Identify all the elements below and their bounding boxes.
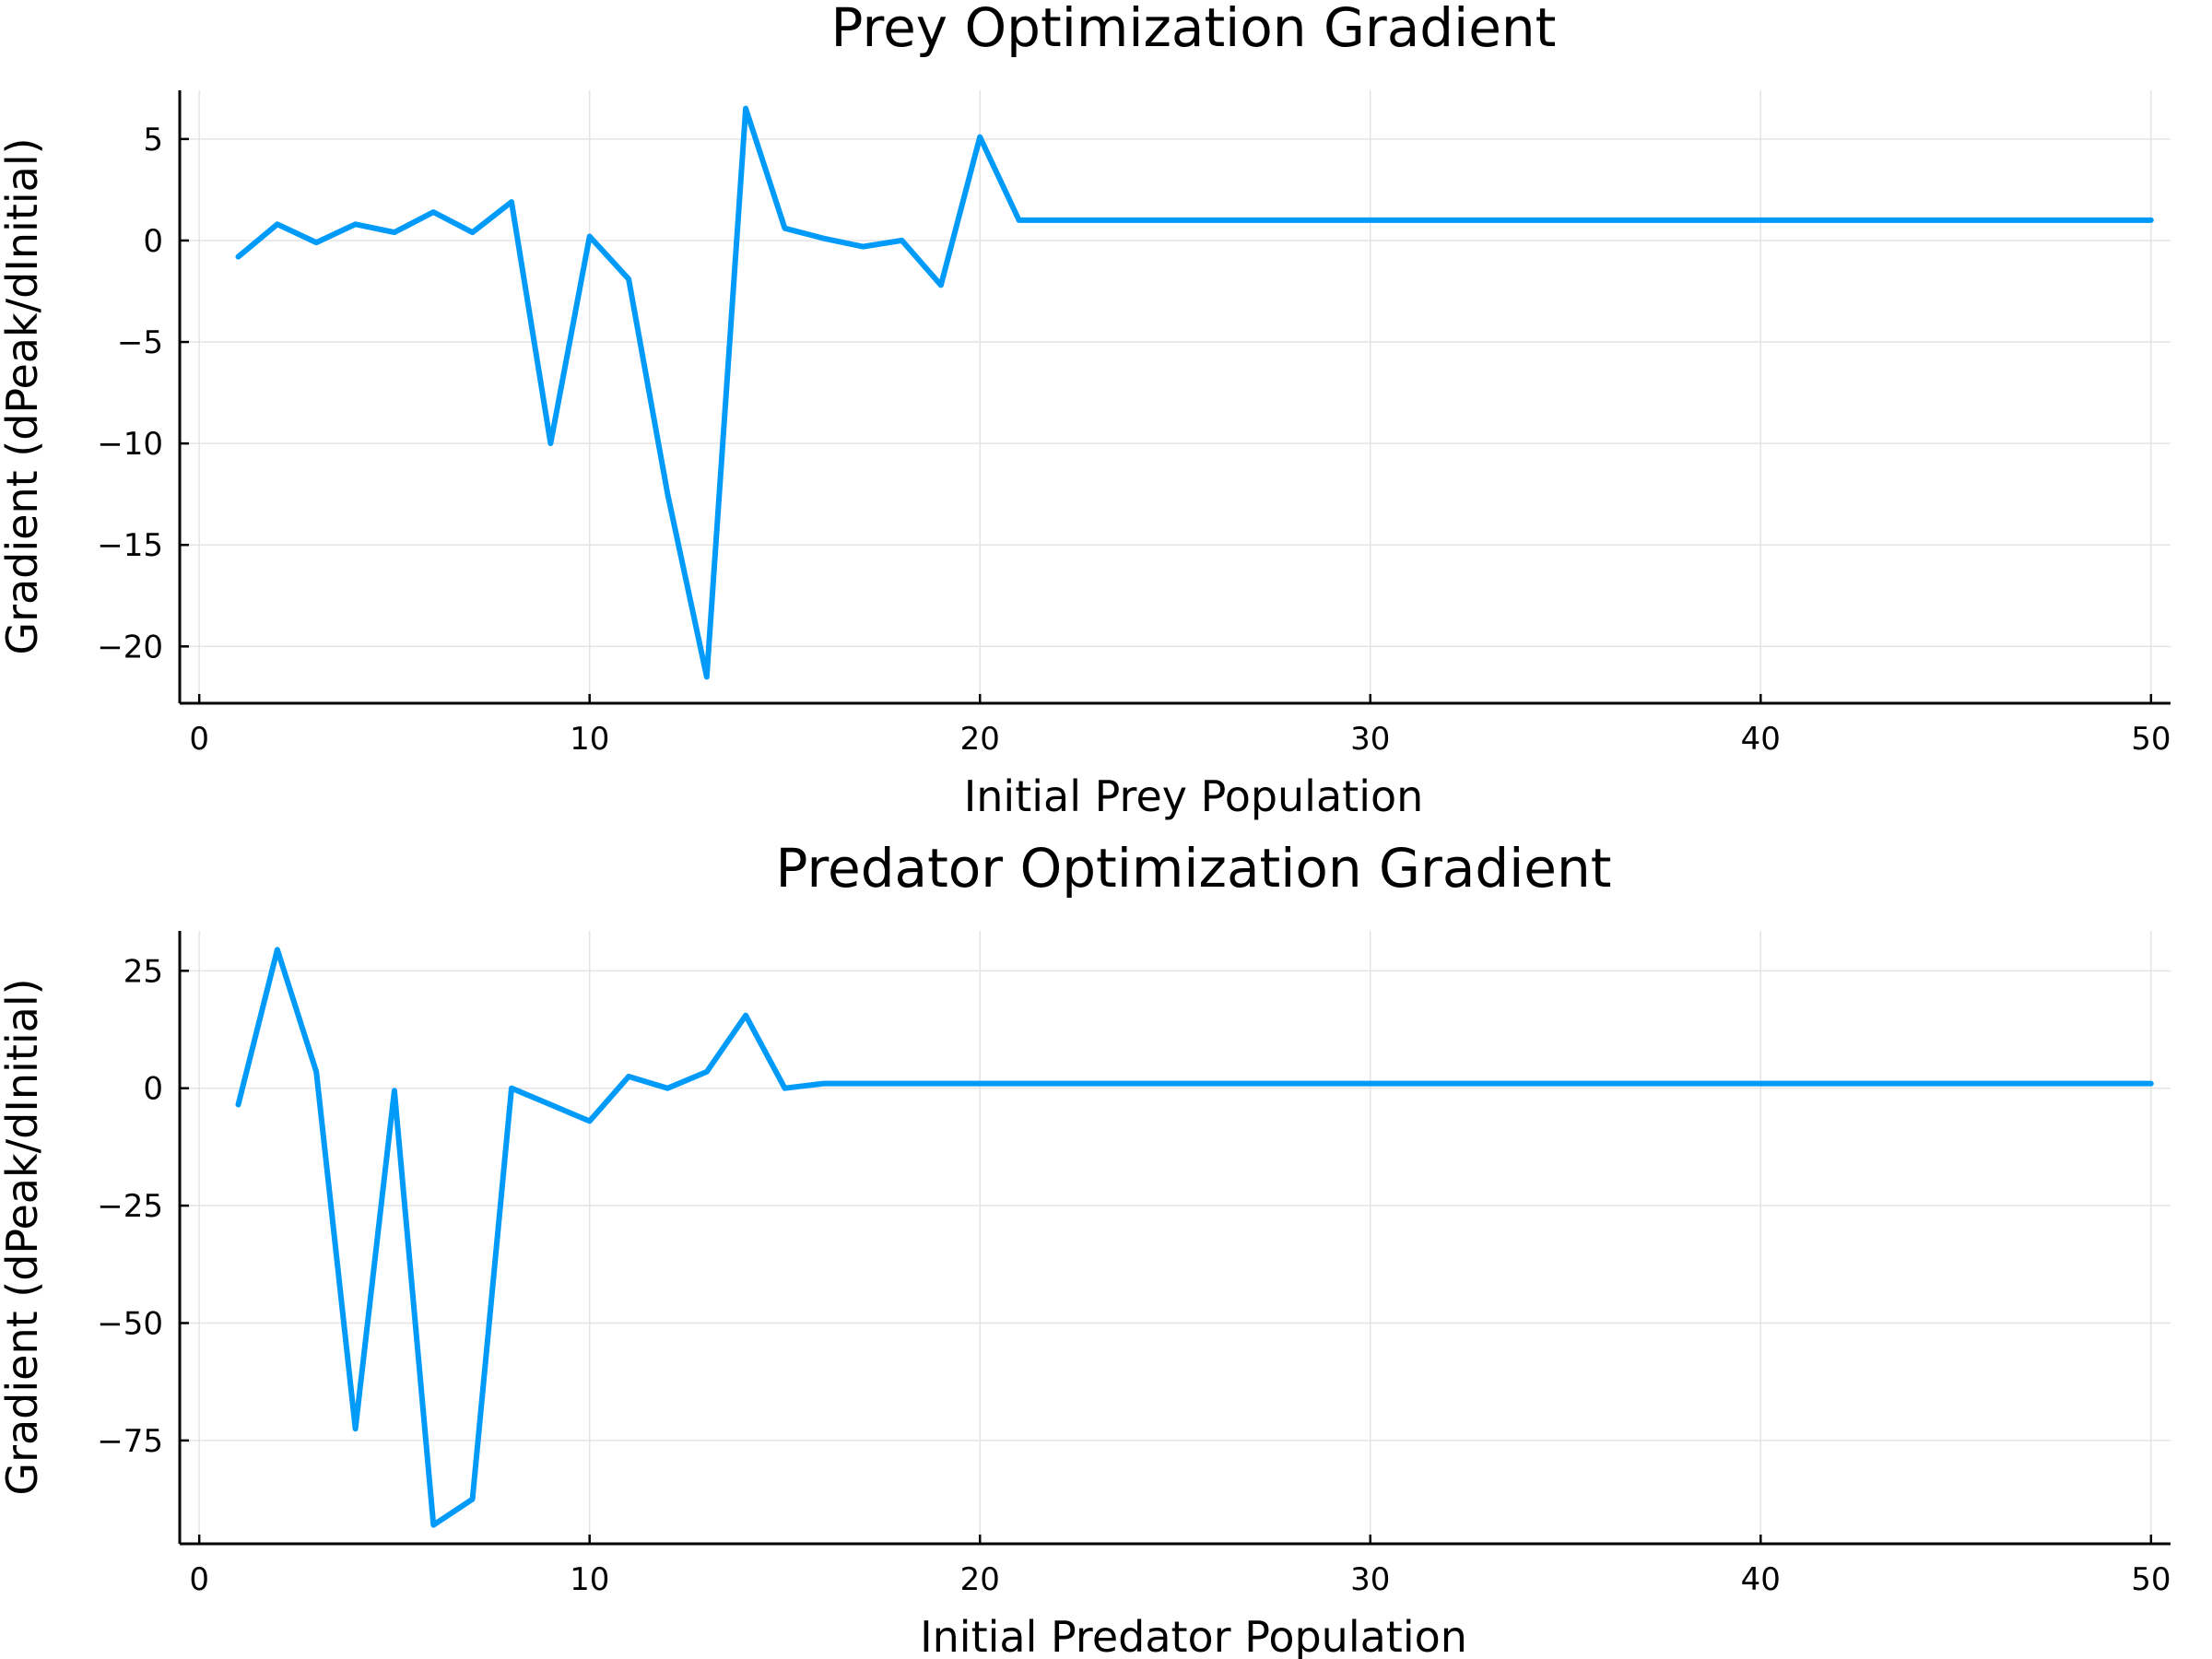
prey-x-tick-label-4: 40: [1741, 721, 1781, 758]
prey-x-tick-label-0: 0: [189, 721, 209, 758]
prey-y-axis-label: Gradient (dPeak/dInitial): [0, 137, 47, 654]
prey-series: [235, 105, 2154, 680]
prey-chart-panel: 0 10 20 30 40 50 −20 −15 −10 −5 0 5 Prey Optimizat…: [0, 0, 2171, 821]
prey-x-ticks: 0 10 20 30 40 50: [189, 694, 2171, 758]
prey-y-ticks: −20 −15 −10 −5 0 5: [97, 122, 189, 665]
prey-y-tick-label-2: −10: [97, 426, 163, 463]
predator-x-tick-label-5: 50: [2131, 1561, 2171, 1598]
predator-x-tick-label-4: 40: [1741, 1561, 1781, 1598]
predator-x-tick-label-1: 10: [570, 1561, 609, 1598]
predator-y-tick-label-2: −25: [97, 1188, 163, 1225]
prey-x-tick-label-5: 50: [2131, 721, 2171, 758]
predator-chart-panel: 0 10 20 30 40 50 −75 −50 −25 0 25 Predator Optimi…: [0, 837, 2171, 1659]
predator-y-tick-label-4: 25: [124, 953, 163, 990]
predator-series: [235, 947, 2154, 1528]
predator-x-axis-label: Initial Predator Population: [920, 1612, 1467, 1659]
prey-y-tick-label-1: −15: [97, 527, 163, 564]
prey-x-tick-label-2: 20: [960, 721, 1000, 758]
prey-chart-title: Prey Optimization Gradient: [831, 0, 1557, 59]
predator-x-ticks: 0 10 20 30 40 50: [189, 1535, 2171, 1598]
prey-y-tick-label-4: 0: [143, 223, 163, 260]
predator-x-tick-label-0: 0: [189, 1561, 209, 1598]
prey-y-tick-label-0: −20: [97, 629, 163, 665]
prey-x-axis-label: Initial Prey Population: [964, 771, 1424, 821]
predator-series-line-0: [235, 947, 2154, 1528]
predator-y-ticks: −75 −50 −25 0 25: [97, 953, 189, 1460]
prey-series-line-0: [235, 105, 2154, 680]
prey-x-tick-label-1: 10: [570, 721, 609, 758]
predator-y-axis-label: Gradient (dPeak/dInitial): [0, 978, 47, 1495]
prey-x-tick-label-3: 30: [1350, 721, 1390, 758]
predator-x-tick-label-3: 30: [1350, 1561, 1390, 1598]
prey-grid: [180, 90, 2171, 703]
prey-y-tick-label-5: 5: [143, 122, 163, 159]
predator-y-tick-label-0: −75: [97, 1423, 163, 1460]
prey-y-tick-label-3: −5: [117, 324, 163, 361]
predator-x-tick-label-2: 20: [960, 1561, 1000, 1598]
predator-y-tick-label-1: −50: [97, 1305, 163, 1342]
predator-chart-title: Predator Optimization Gradient: [776, 837, 1612, 900]
prey-axes: [178, 90, 2171, 705]
predator-y-tick-label-3: 0: [143, 1071, 163, 1108]
predator-axes: [178, 931, 2171, 1546]
